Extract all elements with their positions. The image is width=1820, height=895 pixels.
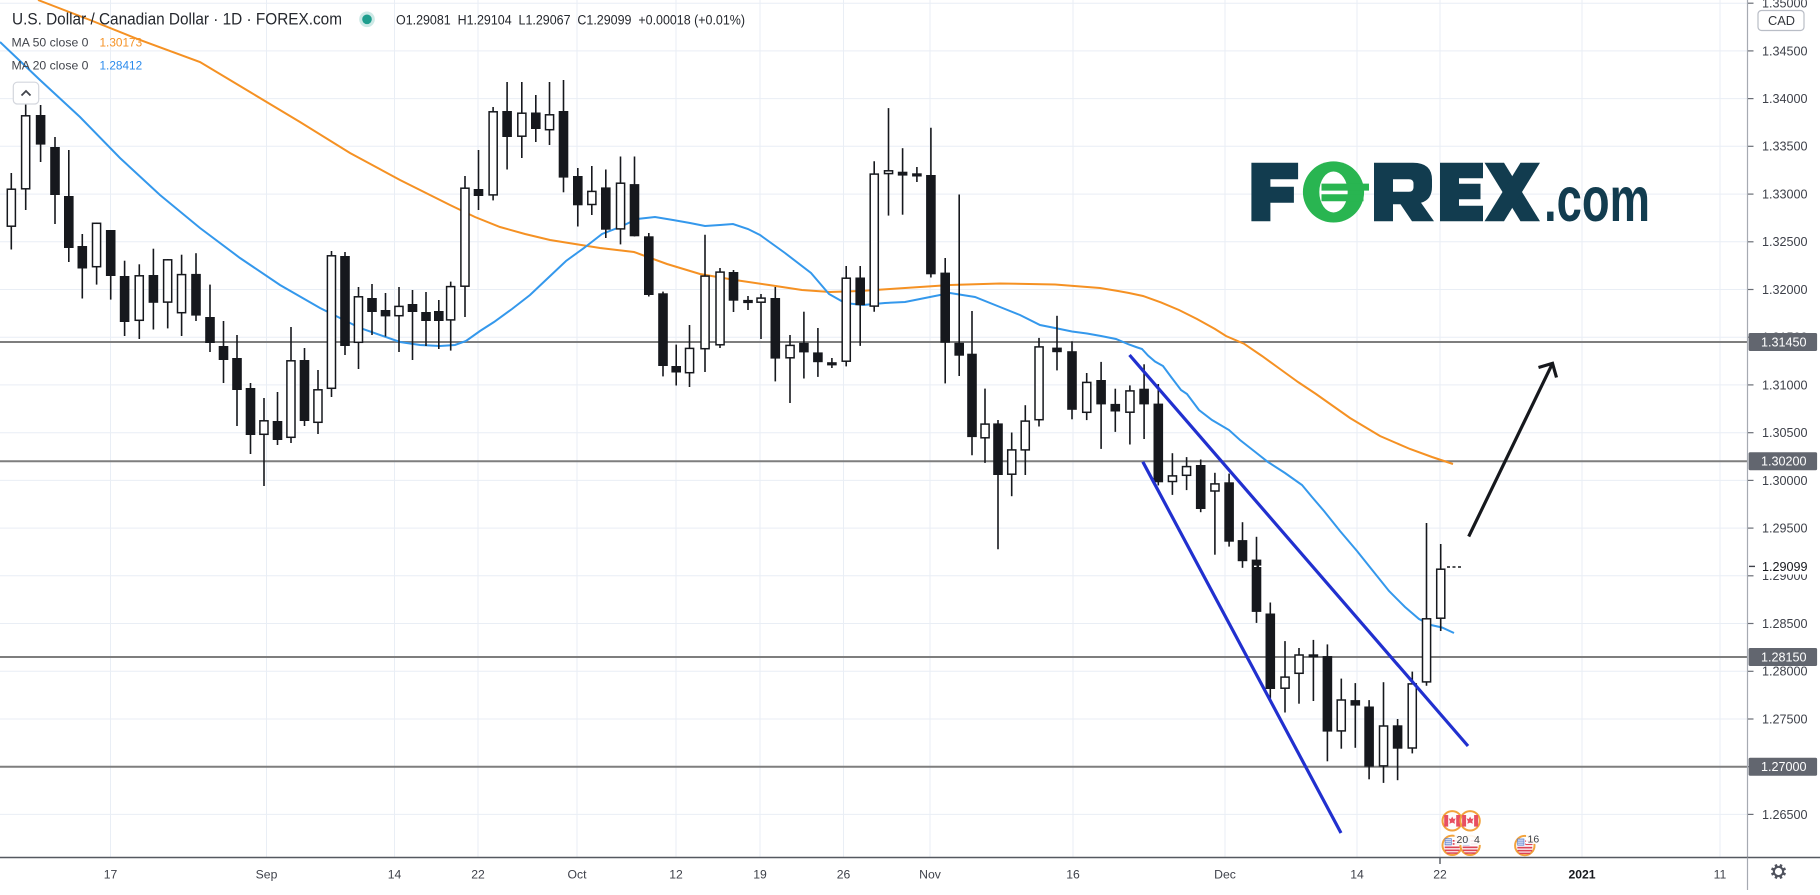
svg-text:1.32500: 1.32500	[1762, 235, 1808, 249]
svg-text:U.S. Dollar / Canadian Dollar: U.S. Dollar / Canadian Dollar · 1D · FOR…	[12, 10, 342, 28]
svg-text:1.32000: 1.32000	[1762, 283, 1808, 297]
svg-text:1.33000: 1.33000	[1762, 188, 1808, 202]
svg-text:CAD: CAD	[1768, 13, 1795, 28]
svg-text:1.34000: 1.34000	[1762, 92, 1808, 106]
svg-text:.com: .com	[1544, 165, 1650, 235]
svg-text:4: 4	[1474, 834, 1480, 846]
svg-text:1.29500: 1.29500	[1762, 522, 1808, 536]
svg-text:1.34500: 1.34500	[1762, 44, 1808, 58]
svg-text:1.27500: 1.27500	[1762, 712, 1808, 726]
svg-text:1.28412: 1.28412	[100, 59, 143, 73]
svg-text:1.30173: 1.30173	[100, 36, 143, 50]
svg-text:O1.29081 H1.29104 L1.29067: O1.29081 H1.29104 L1.29067 C1.29099 +0.0…	[396, 12, 745, 28]
svg-text:19: 19	[753, 868, 767, 882]
svg-text:1.31450: 1.31450	[1761, 335, 1807, 349]
svg-text:1.30500: 1.30500	[1762, 426, 1808, 440]
svg-text:17: 17	[104, 868, 118, 882]
svg-text:MA 20 close 0: MA 20 close 0	[12, 59, 89, 73]
svg-text:26: 26	[837, 868, 851, 882]
svg-text:1.35000: 1.35000	[1762, 0, 1808, 11]
svg-text:22: 22	[471, 868, 485, 882]
svg-text:1.27000: 1.27000	[1761, 760, 1807, 774]
svg-text:1.28000: 1.28000	[1762, 665, 1808, 679]
svg-text:1.26500: 1.26500	[1762, 808, 1808, 822]
svg-text:1.30200: 1.30200	[1761, 455, 1807, 469]
svg-text:1.33500: 1.33500	[1762, 140, 1808, 154]
svg-text:14: 14	[1350, 868, 1364, 882]
svg-text:1.30000: 1.30000	[1762, 474, 1808, 488]
svg-text:1.28150: 1.28150	[1761, 650, 1807, 664]
svg-text:1.29099: 1.29099	[1762, 560, 1808, 574]
svg-text:12: 12	[669, 868, 683, 882]
svg-text:MA 50 close 0: MA 50 close 0	[12, 36, 89, 50]
svg-text:16: 16	[1066, 868, 1080, 882]
svg-text:16: 16	[1528, 834, 1540, 846]
svg-text:Nov: Nov	[919, 868, 942, 882]
svg-text:Dec: Dec	[1214, 868, 1236, 882]
svg-text:2021: 2021	[1568, 868, 1595, 882]
svg-text:22: 22	[1433, 868, 1447, 882]
svg-text:Sep: Sep	[256, 868, 278, 882]
svg-text:1.28500: 1.28500	[1762, 617, 1808, 631]
svg-text:20: 20	[1457, 834, 1469, 846]
svg-text:Oct: Oct	[568, 868, 588, 882]
svg-text:14: 14	[388, 868, 402, 882]
svg-text:1.31000: 1.31000	[1762, 378, 1808, 392]
svg-text:11: 11	[1714, 868, 1727, 882]
